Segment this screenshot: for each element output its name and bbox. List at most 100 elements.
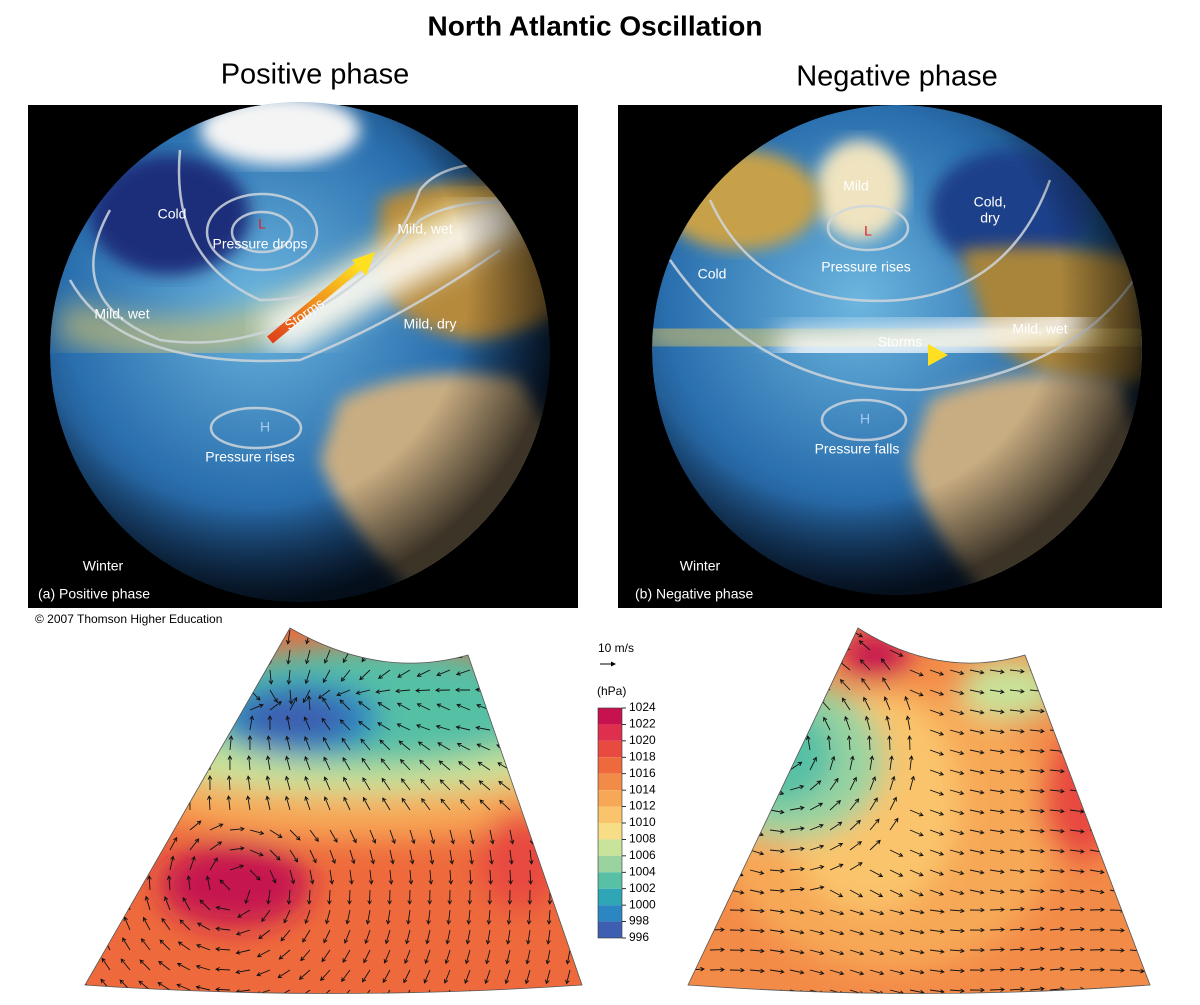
colorbar-segment xyxy=(598,872,622,889)
wind-vector xyxy=(209,735,215,751)
wind-vector xyxy=(756,729,771,737)
wind-vector xyxy=(1049,848,1065,854)
wind-vector xyxy=(507,889,513,905)
wind-vector xyxy=(769,809,785,815)
wind-vector xyxy=(397,669,411,678)
wind-vector xyxy=(105,895,111,911)
wind-vector xyxy=(265,755,271,771)
wind-vector xyxy=(564,989,571,994)
wind-vector xyxy=(949,789,965,796)
wind-vector xyxy=(496,649,511,657)
wind-vector xyxy=(215,967,231,972)
wind-vector xyxy=(169,669,180,682)
wind-vector xyxy=(129,718,141,731)
wind-vector xyxy=(469,829,475,845)
wind-vector xyxy=(321,717,331,731)
wind-vector xyxy=(447,889,453,905)
wind-vector xyxy=(283,909,291,924)
wind-vector xyxy=(1029,808,1045,814)
wind-vector xyxy=(720,709,731,722)
wind-vector xyxy=(689,829,700,842)
wind-vector xyxy=(789,909,805,915)
wind-vector xyxy=(1029,668,1045,674)
wind-vector xyxy=(889,629,904,637)
wind-vector xyxy=(740,729,751,742)
wind-vector xyxy=(697,649,711,659)
wind-vector xyxy=(769,769,783,779)
wind-vector xyxy=(1049,888,1065,894)
wind-vector xyxy=(557,801,571,811)
wind-vector xyxy=(989,889,1005,894)
wind-vector xyxy=(969,689,985,695)
globe-label: Cold xyxy=(158,206,187,222)
wind-vector xyxy=(189,717,198,731)
wind-vector xyxy=(969,907,985,913)
wind-vector xyxy=(989,789,1005,794)
wind-vector xyxy=(209,629,215,645)
wind-vector xyxy=(729,967,745,973)
colorbar-segment xyxy=(598,773,622,791)
wind-vector xyxy=(401,629,411,642)
wind-vector xyxy=(1109,988,1125,993)
wind-vector xyxy=(909,669,924,677)
wind-vector xyxy=(1009,946,1025,952)
wind-vector xyxy=(464,949,471,965)
wind-vector xyxy=(1089,869,1105,875)
wind-vector xyxy=(829,799,842,811)
wind-vector xyxy=(1149,949,1150,955)
wind-vector xyxy=(363,949,371,964)
wind-vector xyxy=(495,669,511,675)
wind-vector xyxy=(526,909,532,925)
colorbar-tick-label: 1004 xyxy=(629,864,656,878)
wind-vector xyxy=(163,896,171,911)
wind-vector xyxy=(129,669,142,680)
wind-vector xyxy=(515,704,531,711)
wind-vector xyxy=(388,869,394,885)
colorbar-segment xyxy=(598,757,622,774)
wind-vector xyxy=(949,769,965,776)
wind-vector xyxy=(869,889,884,898)
wind-vector xyxy=(1089,729,1105,735)
wind-vector xyxy=(169,717,179,731)
wind-vector xyxy=(309,869,315,885)
wind-vector xyxy=(339,699,351,711)
wind-vector xyxy=(109,775,116,791)
wind-vector xyxy=(325,909,331,925)
wind-vector xyxy=(1009,648,1025,654)
wind-vector xyxy=(689,629,705,634)
wind-vector xyxy=(816,628,831,631)
wind-vector xyxy=(415,688,431,693)
wind-vector xyxy=(247,735,253,751)
wind-vector xyxy=(769,929,785,934)
wind-vector xyxy=(1029,848,1045,854)
wind-vector xyxy=(1109,928,1125,933)
wind-vector xyxy=(869,869,884,878)
wind-vector xyxy=(228,735,234,751)
wind-vector xyxy=(1069,809,1085,814)
wind-vector xyxy=(302,689,311,704)
wind-vector xyxy=(949,849,965,856)
wind-vector xyxy=(423,969,431,984)
wind-vector xyxy=(340,669,351,682)
wind-vector xyxy=(286,669,292,685)
wind-vector xyxy=(969,849,985,855)
wind-vector xyxy=(929,909,945,914)
wind-vector xyxy=(1069,669,1085,674)
wind-vector xyxy=(909,889,924,897)
wind-vector xyxy=(488,869,493,885)
wind-vector xyxy=(1029,708,1045,714)
wind-vector xyxy=(1149,869,1150,876)
wind-vector xyxy=(215,905,231,911)
wind-vector xyxy=(849,755,855,771)
wind-vector xyxy=(382,969,391,984)
wind-vector xyxy=(484,969,491,985)
wind-vector xyxy=(795,628,811,631)
wind-vector xyxy=(129,689,144,697)
wind-vector xyxy=(929,729,945,736)
wind-vector xyxy=(475,687,491,693)
wind-vector xyxy=(127,875,132,891)
wind-vector xyxy=(516,762,531,771)
wind-vector xyxy=(1129,809,1145,816)
wind-vector xyxy=(909,949,925,955)
wind-vector xyxy=(889,929,905,935)
